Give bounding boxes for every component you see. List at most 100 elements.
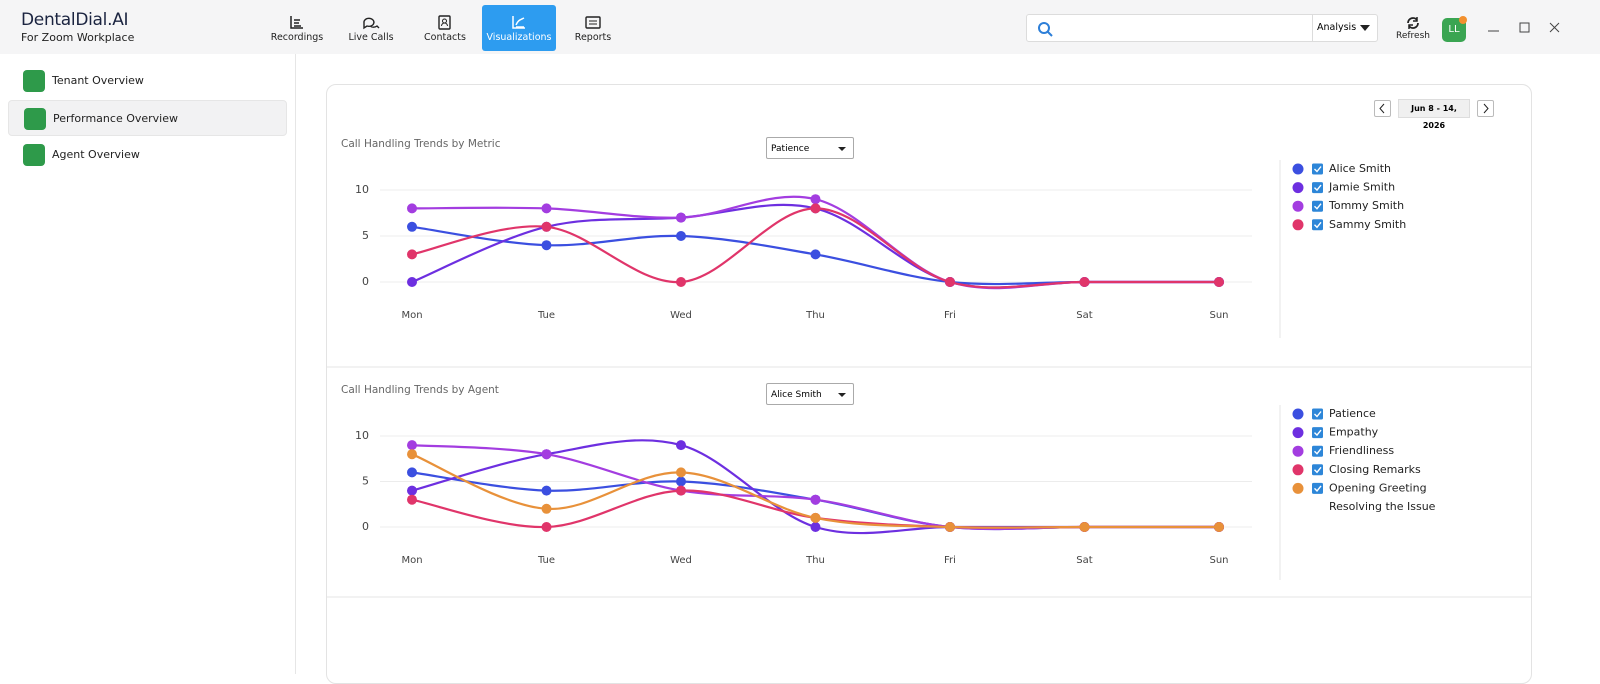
legend-checkbox[interactable]: [1312, 408, 1323, 420]
sidebar-item[interactable]: Tenant Overview: [8, 63, 287, 99]
data-point: [541, 203, 552, 214]
legend-checkbox[interactable]: [1312, 427, 1323, 439]
legend-marker: [1292, 427, 1304, 439]
data-point: [810, 249, 821, 260]
nav-label: Live Calls: [348, 32, 394, 43]
refresh-button[interactable]: Refresh: [1393, 14, 1433, 41]
check: [1314, 166, 1322, 173]
legend-label: Sammy Smith: [1329, 218, 1406, 231]
nav-tab[interactable]: Live Calls: [334, 5, 408, 51]
search-mode[interactable]: Analysis: [1312, 14, 1378, 42]
x-tick-label: Wed: [670, 310, 692, 321]
check: [1314, 221, 1322, 229]
legend-marker: [1292, 445, 1304, 457]
chart-filter[interactable]: Patience: [766, 137, 854, 159]
data-point: [676, 212, 686, 223]
data-point: [407, 221, 417, 232]
refresh-label: Refresh: [1396, 31, 1430, 41]
data-point: [407, 440, 417, 451]
legend-checkbox[interactable]: [1312, 219, 1323, 231]
nav-tab[interactable]: Recordings: [260, 5, 334, 51]
check: [1314, 411, 1322, 418]
refresh-icon: [1407, 17, 1419, 29]
y-tick-label: 10: [355, 183, 369, 196]
data-point: [676, 485, 686, 496]
x-tick-label: Wed: [670, 555, 692, 566]
nav-tab[interactable]: Reports: [556, 5, 630, 51]
legend-label: Alice Smith: [1329, 162, 1391, 175]
search-box[interactable]: [1026, 14, 1378, 42]
legend-label: Opening Greeting: [1329, 481, 1427, 494]
x-tick-label: Tue: [537, 555, 555, 566]
chart-title: Call Handling Trends by Metric: [341, 138, 501, 150]
data-point: [1079, 277, 1090, 287]
y-tick-label: 0: [362, 275, 369, 288]
sidebar: Tenant Overview Performance Overview Agent…: [0, 54, 296, 674]
nav-label: Reports: [574, 32, 612, 43]
check: [1314, 485, 1322, 492]
check: [1314, 448, 1322, 455]
data-point: [1079, 522, 1090, 532]
prev-week[interactable]: [1374, 100, 1391, 117]
window-controls: [1488, 22, 1560, 33]
caret: [1360, 25, 1370, 31]
x-tick-label: Thu: [805, 555, 825, 566]
x-tick-label: Fri: [944, 310, 956, 321]
date-range: Jun 8 - 14, 2026: [1398, 99, 1470, 130]
data-point: [541, 503, 552, 514]
series-line: [411, 203, 1219, 289]
legend-label: Tommy Smith: [1328, 199, 1404, 212]
nav-icon: [585, 16, 601, 29]
legend-label: Empathy: [1329, 426, 1379, 439]
data-point: [676, 277, 686, 287]
next-week[interactable]: [1477, 100, 1494, 117]
nav-icon: [438, 15, 451, 30]
sidebar-item[interactable]: Performance Overview: [8, 100, 287, 136]
legend-checkbox[interactable]: [1312, 182, 1323, 194]
data-point: [407, 449, 417, 460]
x-tick-label: Thu: [805, 310, 825, 321]
legend-checkbox[interactable]: [1312, 464, 1323, 476]
data-point: [945, 277, 955, 287]
x-tick-label: Tue: [537, 310, 555, 321]
chart-filter[interactable]: Alice Smith: [766, 383, 854, 405]
legend-marker: [1292, 408, 1304, 420]
data-point: [541, 522, 552, 532]
x-tick-label: Sun: [1209, 555, 1228, 566]
nav-icon: [512, 16, 525, 29]
chevron: [1483, 103, 1489, 114]
data-point: [810, 203, 821, 214]
legend-checkbox[interactable]: [1312, 200, 1323, 212]
data-point: [407, 277, 417, 287]
legend-marker: [1292, 464, 1304, 476]
chart-title: Call Handling Trends by Agent: [341, 384, 499, 396]
sidebar-label: Performance Overview: [53, 112, 178, 125]
filter-label: Alice Smith: [771, 390, 822, 400]
sidebar-item[interactable]: Agent Overview: [8, 137, 287, 173]
nav-tab[interactable]: Contacts: [408, 5, 482, 51]
data-point: [1214, 522, 1224, 532]
sidebar-icon: [24, 108, 46, 130]
y-tick-label: 5: [362, 229, 369, 242]
status-dot: [1459, 16, 1467, 24]
legend-marker: [1292, 163, 1304, 175]
search-mode-label: Analysis: [1317, 22, 1357, 33]
data-point: [1214, 277, 1224, 287]
sidebar-label: Tenant Overview: [52, 74, 144, 87]
legend-label: Friendliness: [1329, 444, 1394, 457]
y-tick-label: 5: [362, 475, 369, 488]
data-point: [541, 221, 552, 232]
legend-checkbox[interactable]: [1312, 482, 1323, 494]
legend-marker: [1292, 482, 1304, 494]
data-point: [945, 522, 955, 532]
x-tick-label: Mon: [401, 310, 422, 321]
legend-checkbox[interactable]: [1312, 163, 1323, 175]
legend-marker: [1292, 219, 1304, 231]
legend-checkbox[interactable]: [1312, 445, 1323, 457]
check: [1314, 429, 1322, 437]
nav-tab[interactable]: Visualizations: [482, 5, 556, 51]
sidebar-label: Agent Overview: [52, 148, 140, 161]
data-point: [407, 467, 417, 478]
data-point: [810, 494, 821, 505]
